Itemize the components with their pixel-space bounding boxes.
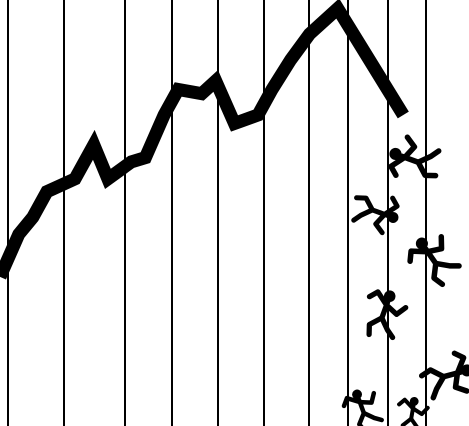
falling-figure-6: [341, 389, 384, 426]
falling-figure-2: [351, 195, 400, 236]
falling-figure-3: [407, 233, 462, 288]
falling-figure-5: [418, 350, 469, 401]
falling-figure-7: [397, 396, 430, 426]
trend-line-series: [0, 0, 409, 280]
falling-figure-1: [388, 134, 442, 179]
series-line-1: [0, 0, 409, 280]
falling-figures: [341, 134, 469, 426]
falling-figure-4: [366, 289, 409, 341]
